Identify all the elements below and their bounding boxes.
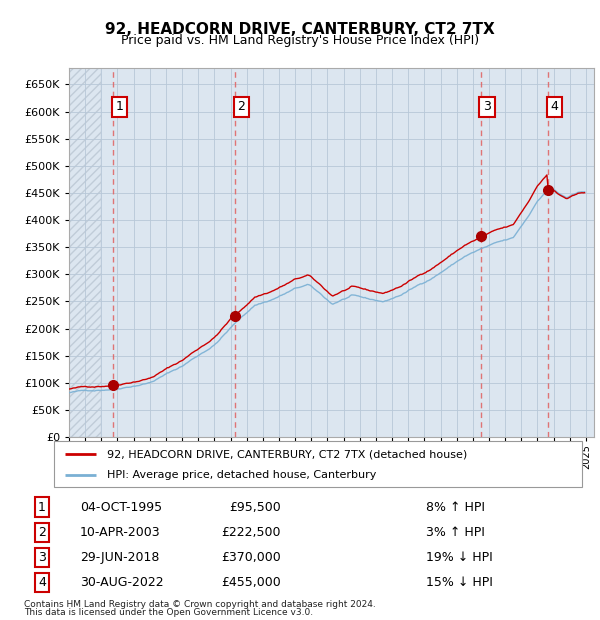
Text: This data is licensed under the Open Government Licence v3.0.: This data is licensed under the Open Gov… [24,608,313,617]
Text: 92, HEADCORN DRIVE, CANTERBURY, CT2 7TX: 92, HEADCORN DRIVE, CANTERBURY, CT2 7TX [105,22,495,37]
Text: 30-AUG-2022: 30-AUG-2022 [80,576,163,589]
Text: 8% ↑ HPI: 8% ↑ HPI [426,500,485,513]
FancyBboxPatch shape [54,441,582,487]
Text: 4: 4 [551,100,559,113]
Text: £95,500: £95,500 [229,500,281,513]
Text: 3: 3 [38,551,46,564]
Text: 4: 4 [38,576,46,589]
Text: 04-OCT-1995: 04-OCT-1995 [80,500,162,513]
Text: 29-JUN-2018: 29-JUN-2018 [80,551,159,564]
Text: HPI: Average price, detached house, Canterbury: HPI: Average price, detached house, Cant… [107,471,376,480]
Text: 1: 1 [38,500,46,513]
Text: 3: 3 [483,100,491,113]
Text: £222,500: £222,500 [221,526,281,539]
Text: 92, HEADCORN DRIVE, CANTERBURY, CT2 7TX (detached house): 92, HEADCORN DRIVE, CANTERBURY, CT2 7TX … [107,449,467,459]
Text: £455,000: £455,000 [221,576,281,589]
Text: Price paid vs. HM Land Registry's House Price Index (HPI): Price paid vs. HM Land Registry's House … [121,34,479,47]
Text: 10-APR-2003: 10-APR-2003 [80,526,160,539]
Text: 2: 2 [238,100,245,113]
Text: 2: 2 [38,526,46,539]
Text: 3% ↑ HPI: 3% ↑ HPI [426,526,485,539]
Text: Contains HM Land Registry data © Crown copyright and database right 2024.: Contains HM Land Registry data © Crown c… [24,600,376,609]
Text: 1: 1 [116,100,124,113]
Text: 15% ↓ HPI: 15% ↓ HPI [426,576,493,589]
Text: 19% ↓ HPI: 19% ↓ HPI [426,551,493,564]
Text: £370,000: £370,000 [221,551,281,564]
